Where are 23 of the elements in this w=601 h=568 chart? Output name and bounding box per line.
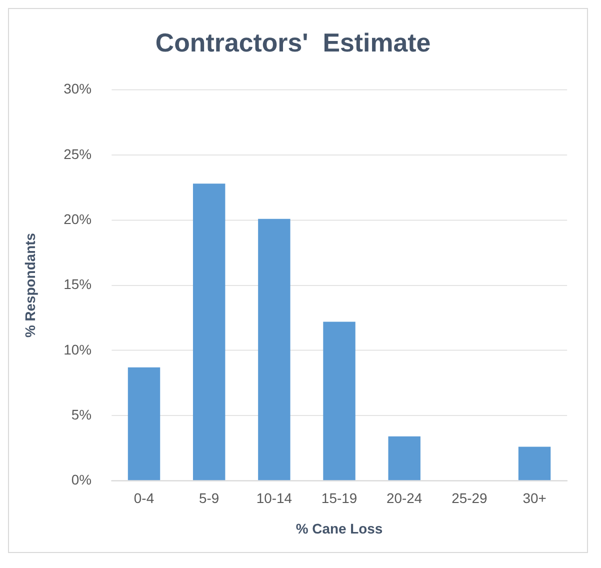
x-tick-label: 20-24 [386, 490, 422, 506]
bar [192, 184, 226, 480]
y-tick-label: 15% [64, 276, 92, 292]
x-tick-label: 10-14 [256, 490, 292, 506]
y-axis-title: % Respondants [22, 232, 38, 338]
y-tick-label: 20% [64, 211, 92, 227]
y-tick-label: 0% [71, 472, 92, 488]
bar [258, 218, 290, 480]
bar [128, 367, 160, 480]
bar [323, 322, 356, 480]
bar [388, 436, 420, 480]
chart-title: Contractors' Estimate [155, 30, 431, 58]
y-tick-label: 25% [64, 146, 92, 162]
y-tick-label: 10% [64, 341, 92, 358]
y-tick-label: 5% [71, 406, 92, 422]
x-axis-title: % Cane Loss [296, 520, 383, 537]
bar [518, 446, 551, 480]
x-tick-label: 25-29 [452, 490, 488, 506]
x-tick-label: 15-19 [321, 490, 358, 506]
x-tick-label: 30+ [522, 490, 546, 506]
x-tick-label: 5-9 [199, 490, 220, 506]
x-tick-label: 0-4 [134, 490, 154, 506]
y-tick-label: 30% [64, 80, 92, 97]
